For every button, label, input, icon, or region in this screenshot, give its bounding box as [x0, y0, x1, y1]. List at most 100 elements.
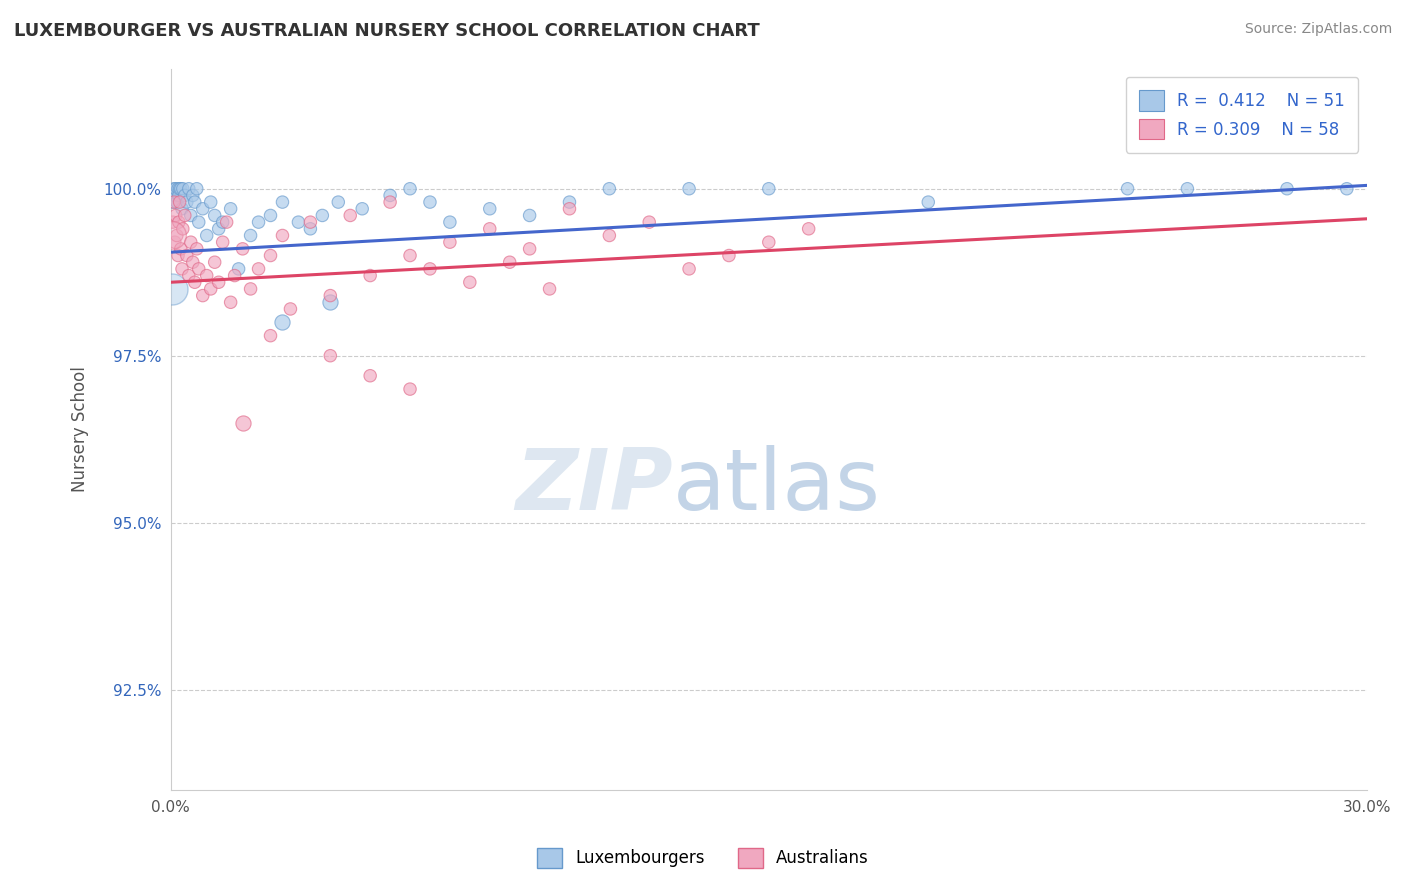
Point: [1336, 182, 1358, 196]
Point: [170, 242, 193, 256]
Point: [499, 255, 522, 269]
Point: [162, 195, 184, 210]
Point: [419, 261, 441, 276]
Point: [191, 288, 214, 302]
Point: [232, 416, 254, 430]
Point: [166, 195, 188, 210]
Point: [558, 195, 581, 210]
Point: [259, 209, 281, 223]
Point: [359, 368, 381, 383]
Point: [211, 215, 233, 229]
Point: [287, 215, 309, 229]
Point: [181, 188, 204, 202]
Point: [167, 188, 190, 202]
Point: [163, 195, 186, 210]
Point: [160, 282, 183, 296]
Point: [180, 235, 202, 249]
Point: [1175, 182, 1198, 196]
Point: [169, 195, 191, 210]
Legend: R =  0.412    N = 51, R = 0.309    N = 58: R = 0.412 N = 51, R = 0.309 N = 58: [1126, 77, 1358, 153]
Point: [399, 382, 422, 396]
Text: ZIP: ZIP: [516, 445, 673, 528]
Point: [184, 195, 207, 210]
Point: [758, 182, 780, 196]
Point: [180, 209, 202, 223]
Point: [228, 261, 250, 276]
Point: [232, 242, 254, 256]
Point: [1116, 182, 1139, 196]
Point: [163, 188, 186, 202]
Point: [177, 182, 200, 196]
Point: [186, 242, 208, 256]
Point: [271, 315, 294, 329]
Point: [319, 295, 342, 310]
Point: [378, 188, 401, 202]
Point: [172, 222, 194, 236]
Legend: Luxembourgers, Australians: Luxembourgers, Australians: [530, 841, 876, 875]
Point: [184, 275, 207, 289]
Point: [538, 282, 561, 296]
Point: [208, 222, 231, 236]
Point: [167, 215, 190, 229]
Point: [399, 182, 422, 196]
Point: [170, 202, 193, 216]
Point: [678, 182, 700, 196]
Point: [163, 235, 186, 249]
Point: [299, 215, 322, 229]
Point: [170, 182, 193, 196]
Point: [200, 282, 222, 296]
Point: [219, 295, 242, 310]
Point: [399, 248, 422, 262]
Point: [439, 215, 461, 229]
Text: LUXEMBOURGER VS AUSTRALIAN NURSERY SCHOOL CORRELATION CHART: LUXEMBOURGER VS AUSTRALIAN NURSERY SCHOO…: [14, 22, 759, 40]
Point: [280, 301, 302, 316]
Point: [328, 195, 350, 210]
Point: [1275, 182, 1298, 196]
Point: [598, 182, 620, 196]
Point: [311, 209, 333, 223]
Point: [167, 248, 190, 262]
Point: [458, 275, 481, 289]
Point: [717, 248, 740, 262]
Point: [191, 202, 214, 216]
Point: [195, 268, 218, 283]
Point: [204, 255, 226, 269]
Point: [247, 215, 270, 229]
Point: [195, 228, 218, 243]
Point: [204, 209, 226, 223]
Point: [339, 209, 361, 223]
Point: [259, 328, 281, 343]
Point: [678, 261, 700, 276]
Point: [638, 215, 661, 229]
Point: [247, 261, 270, 276]
Point: [439, 235, 461, 249]
Text: atlas: atlas: [673, 445, 882, 528]
Point: [478, 202, 501, 216]
Point: [598, 228, 620, 243]
Point: [167, 182, 190, 196]
Point: [177, 268, 200, 283]
Point: [259, 248, 281, 262]
Point: [181, 255, 204, 269]
Point: [165, 182, 187, 196]
Point: [299, 222, 322, 236]
Point: [319, 288, 342, 302]
Point: [558, 202, 581, 216]
Point: [271, 195, 294, 210]
Point: [219, 202, 242, 216]
Point: [359, 268, 381, 283]
Point: [797, 222, 820, 236]
Point: [200, 195, 222, 210]
Point: [519, 242, 541, 256]
Point: [758, 235, 780, 249]
Point: [239, 282, 262, 296]
Point: [170, 261, 193, 276]
Point: [169, 182, 191, 196]
Point: [187, 261, 209, 276]
Point: [519, 209, 541, 223]
Point: [187, 215, 209, 229]
Point: [419, 195, 441, 210]
Point: [215, 215, 238, 229]
Y-axis label: Nursery School: Nursery School: [72, 367, 89, 492]
Point: [176, 195, 198, 210]
